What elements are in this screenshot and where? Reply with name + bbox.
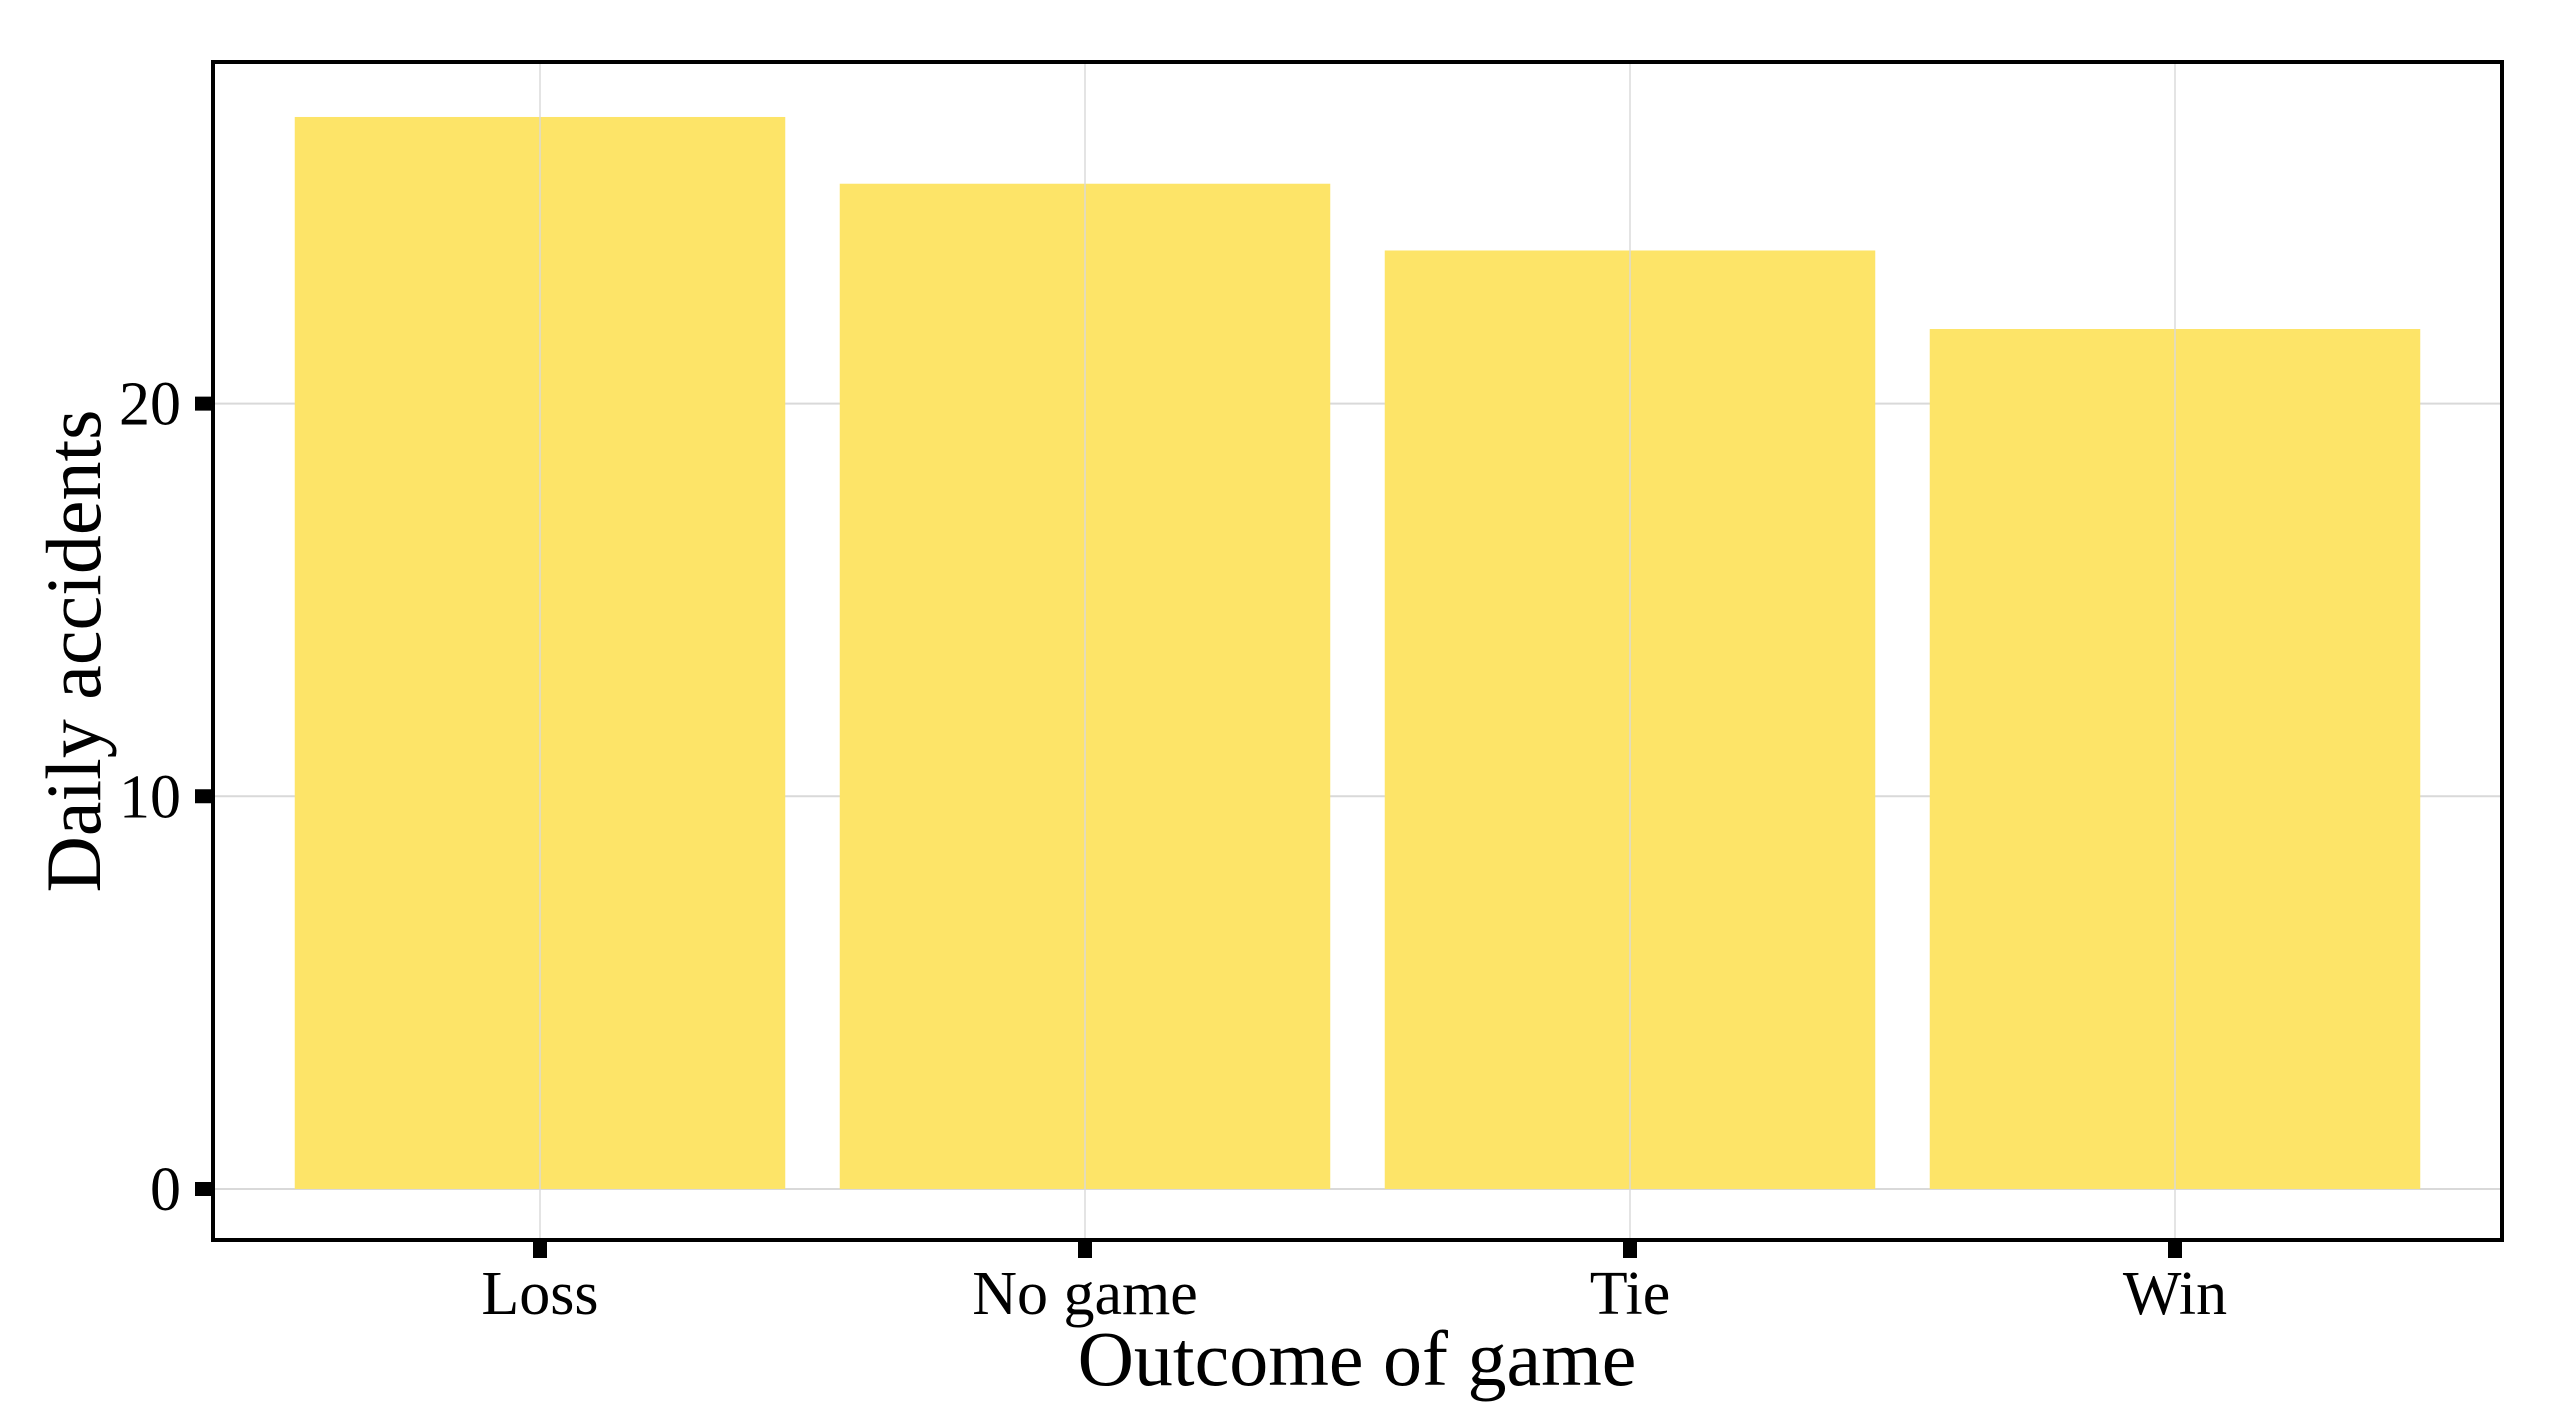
axis-ticks [195,396,2182,1258]
x-tick-label: No game [972,1260,1198,1328]
x-tick-label: Win [2123,1260,2227,1328]
tick-labels: 0 10 20 Loss No game Tie Win [119,371,2227,1328]
y-tick-label: 20 [119,371,181,439]
x-tick-label: Loss [481,1260,598,1328]
y-tick-label: 10 [119,763,181,831]
x-axis-title: Outcome of game [1078,1315,1637,1402]
x-tick-label: Tie [1590,1260,1670,1328]
y-tick-label: 0 [150,1156,181,1224]
plot-border [211,60,2504,1242]
y-axis-title: Daily accidents [30,410,117,893]
